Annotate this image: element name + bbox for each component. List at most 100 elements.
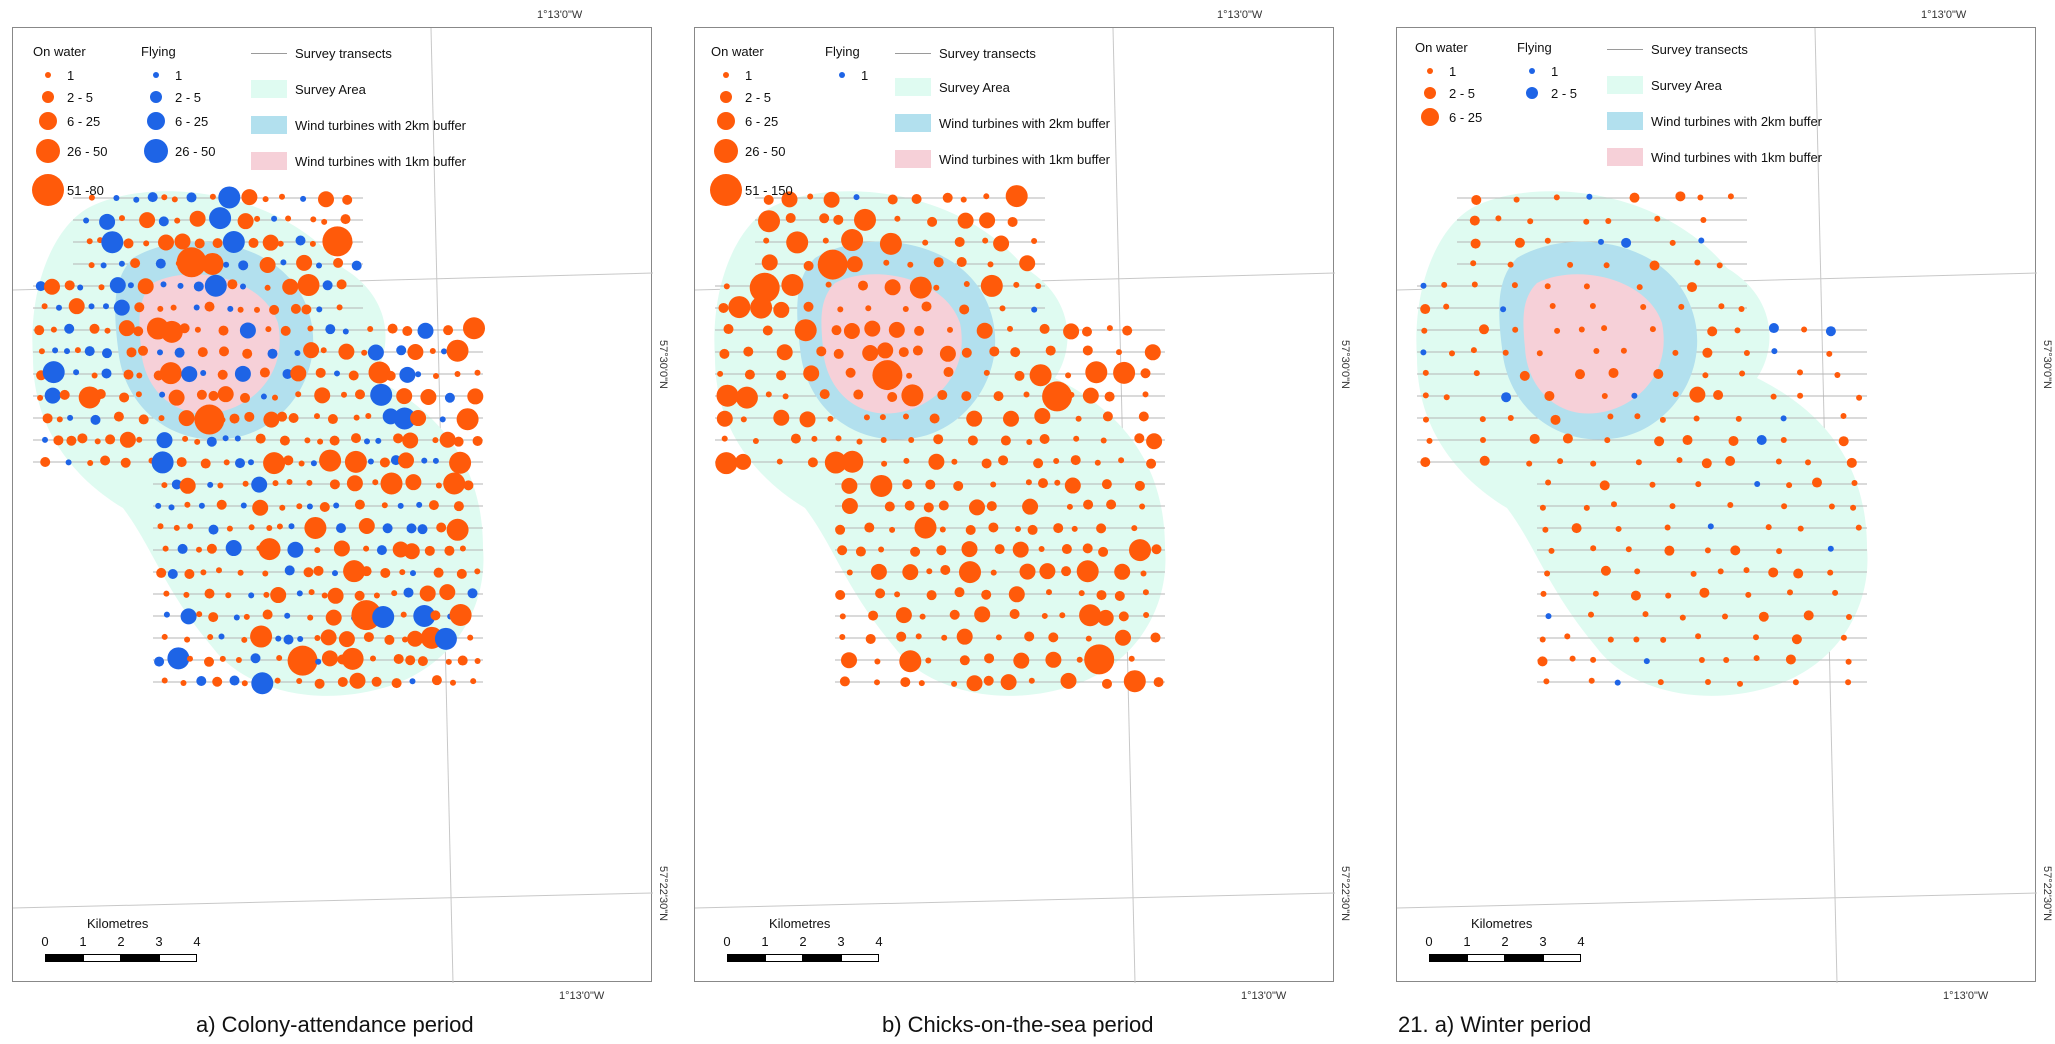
on-water-sighting-marker (1625, 546, 1632, 553)
on-water-sighting-marker (287, 645, 318, 676)
on-water-sighting-marker (925, 479, 936, 490)
on-water-sighting-marker (187, 523, 194, 530)
on-water-sighting-marker (1620, 347, 1627, 354)
on-water-sighting-marker (1803, 610, 1814, 621)
on-water-sighting-marker (264, 284, 271, 291)
flying-sighting-marker (399, 366, 416, 383)
on-water-sighting-marker (1076, 560, 1099, 583)
on-water-sighting-marker (1605, 218, 1612, 225)
on-water-sighting-marker (1470, 347, 1477, 354)
on-water-sighting-marker (223, 459, 230, 466)
flying-sighting-marker (316, 262, 322, 269)
on-water-sighting-marker (1071, 525, 1078, 532)
flying-sighting-marker (35, 281, 46, 292)
on-water-sighting-marker (1583, 504, 1590, 511)
flying-sighting-marker (198, 502, 205, 509)
on-water-sighting-marker (204, 301, 215, 312)
flying-sighting-marker (65, 459, 72, 466)
transect-line-symbol (1607, 48, 1643, 50)
on-water-sighting-marker (314, 634, 321, 641)
on-water-sighting-marker (854, 208, 876, 231)
on-water-sighting-marker (1065, 372, 1072, 379)
on-water-sighting-marker (1793, 568, 1804, 579)
on-water-sighting-marker (1473, 370, 1480, 377)
on-water-sighting-marker (276, 655, 283, 662)
on-water-sighting-marker (113, 411, 124, 422)
on-water-sighting-marker (819, 213, 830, 224)
on-water-sighting-marker (391, 678, 402, 689)
on-water-sighting-marker (1123, 670, 1146, 693)
on-water-sighting-marker (1812, 477, 1822, 488)
on-water-sighting-marker (927, 216, 938, 227)
on-water-sighting-marker (1068, 391, 1075, 398)
flying-sighting-marker (42, 361, 65, 384)
on-water-sighting-marker (385, 370, 396, 381)
flying-sighting-marker (193, 281, 204, 292)
map-panel-colony-attendance: On water Flying 1 2 - 5 6 - 25 26 - 50 5… (12, 9, 669, 1002)
on-water-size-1-symbol (1427, 68, 1433, 74)
on-water-sighting-marker (1479, 455, 1490, 466)
flying-sighting-marker (1631, 392, 1638, 399)
flying-sighting-marker (1586, 193, 1593, 200)
on-water-sighting-marker (1544, 570, 1551, 577)
on-water-sighting-marker (1038, 478, 1048, 489)
on-water-sighting-marker (229, 413, 240, 424)
on-water-sighting-marker (845, 367, 856, 378)
on-water-sighting-marker (883, 259, 890, 266)
on-water-sighting-marker (1142, 391, 1149, 398)
flying-sighting-marker (157, 349, 163, 356)
on-water-sighting-marker (449, 451, 472, 474)
on-water-sighting-marker (740, 416, 747, 423)
flying-sighting-marker (275, 635, 282, 642)
on-water-sighting-marker (967, 435, 978, 446)
on-water-sighting-marker (183, 591, 190, 598)
flying-sighting-marker (251, 476, 268, 493)
flying-sighting-marker (239, 322, 256, 339)
on-water-sighting-marker (1015, 525, 1021, 532)
on-water-sighting-marker (881, 460, 888, 467)
on-water-sighting-marker (1758, 611, 1769, 622)
flying-sighting-marker (409, 678, 416, 685)
on-water-sighting-marker (1601, 393, 1608, 400)
on-water-sighting-marker (34, 325, 45, 336)
flying-sighting-marker (42, 436, 48, 443)
on-water-size-5-symbol (32, 174, 64, 206)
on-water-sighting-marker (348, 370, 359, 381)
on-water-sighting-marker (259, 367, 270, 378)
on-water-sighting-marker (1649, 260, 1660, 271)
on-water-sighting-marker (1519, 370, 1530, 381)
on-water-sighting-marker (1113, 361, 1136, 384)
on-water-sighting-marker (340, 214, 351, 225)
flying-sighting-marker (415, 371, 422, 378)
on-water-sighting-marker (194, 438, 201, 445)
on-water-sighting-marker (1480, 437, 1486, 444)
on-water-sighting-marker (825, 281, 832, 288)
on-water-sighting-marker (433, 372, 439, 379)
flying-sighting-marker (233, 614, 240, 621)
on-water-sighting-marker (307, 325, 314, 332)
flying-sighting-marker (297, 636, 304, 643)
on-water-sighting-marker (1737, 680, 1743, 687)
on-water-sighting-marker (1059, 612, 1066, 619)
on-water-sighting-marker (265, 326, 272, 333)
on-water-sighting-marker (1539, 504, 1546, 511)
on-water-size-1-symbol (723, 72, 729, 78)
scale-tick: 0 (41, 934, 49, 949)
on-water-sighting-marker (243, 613, 250, 620)
on-water-sighting-marker (178, 410, 195, 427)
on-water-sighting-marker (887, 194, 898, 205)
on-water-sighting-marker (1797, 392, 1804, 399)
on-water-sighting-marker (179, 477, 196, 494)
on-water-sighting-marker (735, 453, 752, 470)
scale-tick: 3 (837, 934, 845, 949)
on-water-sighting-marker (1544, 390, 1555, 401)
on-water-sighting-marker (1046, 589, 1052, 596)
on-water-sighting-marker (870, 474, 893, 497)
on-water-sighting-marker (1539, 636, 1546, 643)
on-water-sighting-marker (443, 325, 454, 336)
on-water-sighting-marker (976, 322, 993, 339)
on-water-sighting-marker (184, 636, 191, 643)
on-water-sighting-marker (831, 325, 842, 336)
on-water-sighting-marker (343, 560, 366, 583)
on-water-sighting-marker (184, 568, 195, 579)
